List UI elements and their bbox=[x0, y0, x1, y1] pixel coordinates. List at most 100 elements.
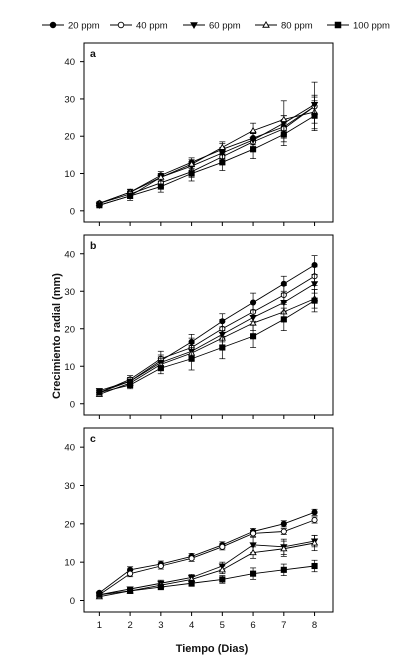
y-tick-label: 30 bbox=[64, 94, 75, 105]
data-point bbox=[249, 126, 257, 134]
panel-c: c 0 10 20 30 40 1 2 3 4 5 6 7 8 bbox=[64, 427, 334, 631]
legend-entry: 20 ppm bbox=[42, 21, 100, 32]
y-tick-label: 0 bbox=[70, 596, 75, 607]
data-point bbox=[157, 183, 164, 190]
data-point bbox=[157, 173, 165, 180]
y-tick-label: 20 bbox=[64, 519, 75, 530]
data-point bbox=[127, 381, 134, 389]
data-point bbox=[219, 344, 226, 351]
data-point bbox=[127, 192, 134, 199]
data-point bbox=[280, 115, 288, 122]
legend-entry: 80 ppm bbox=[255, 21, 313, 32]
series-100-ppm bbox=[96, 289, 318, 396]
y-tick-label: 40 bbox=[64, 443, 75, 454]
data-point bbox=[218, 143, 226, 150]
y-tick-label: 0 bbox=[70, 206, 75, 217]
legend: 20 ppm 40 ppm 60 ppm 80 ppm 100 ppm bbox=[42, 21, 390, 32]
legend-label: 20 ppm bbox=[68, 21, 100, 32]
legend-entry: 60 ppm bbox=[183, 21, 241, 32]
series-line bbox=[99, 106, 315, 204]
data-point bbox=[188, 580, 195, 587]
data-point bbox=[280, 520, 287, 527]
data-point bbox=[280, 131, 287, 138]
legend-marker bbox=[262, 21, 270, 28]
x-tick-label: 8 bbox=[312, 620, 317, 631]
panel-b: b 0 10 20 30 40 bbox=[64, 234, 334, 419]
data-point bbox=[157, 562, 164, 570]
data-point bbox=[311, 112, 318, 119]
data-point bbox=[311, 516, 318, 524]
legend-marker bbox=[334, 21, 342, 29]
data-point bbox=[127, 570, 134, 577]
series-line bbox=[99, 540, 315, 596]
data-point bbox=[157, 584, 164, 591]
data-point bbox=[311, 297, 318, 304]
data-point bbox=[310, 539, 319, 546]
data-point bbox=[310, 281, 319, 288]
data-point bbox=[96, 389, 103, 396]
data-point bbox=[249, 548, 257, 556]
series-100-ppm bbox=[96, 102, 318, 209]
data-point bbox=[249, 542, 257, 549]
legend-marker bbox=[117, 21, 125, 29]
data-point bbox=[96, 202, 103, 209]
series-100-ppm bbox=[96, 559, 318, 598]
series-line bbox=[99, 104, 315, 206]
series-line bbox=[99, 519, 315, 596]
series-40-ppm bbox=[96, 516, 318, 598]
plot-frame bbox=[83, 42, 334, 223]
plot-frame bbox=[83, 234, 334, 416]
series-80-ppm bbox=[95, 100, 319, 206]
series-line bbox=[99, 511, 315, 594]
data-point bbox=[219, 543, 226, 550]
y-tick-label: 40 bbox=[64, 57, 75, 68]
panels: a 0 10 20 30 40 b 0 10 20 30 40 c 0 10 20 30 40 1 2 3 4 5 6 7 8 bbox=[64, 42, 334, 631]
legend-entry: 100 ppm bbox=[327, 21, 390, 32]
y-tick-label: 10 bbox=[64, 169, 75, 180]
y-tick-label: 30 bbox=[64, 481, 75, 492]
legend-label: 60 ppm bbox=[209, 21, 241, 32]
data-point bbox=[250, 570, 257, 577]
panel-a: a 0 10 20 30 40 bbox=[64, 42, 334, 226]
x-axis-label: Tiempo (Dias) bbox=[176, 643, 249, 655]
x-tick-label: 6 bbox=[250, 620, 255, 631]
legend-marker bbox=[190, 22, 198, 29]
series-line bbox=[99, 300, 315, 393]
plot-frame bbox=[83, 427, 334, 613]
series-line bbox=[99, 298, 315, 395]
series-20-ppm bbox=[96, 255, 318, 396]
data-point bbox=[311, 562, 318, 570]
panel-label: c bbox=[90, 433, 96, 445]
legend-label: 80 ppm bbox=[281, 21, 313, 32]
y-tick-label: 10 bbox=[64, 362, 75, 373]
legend-label: 100 ppm bbox=[353, 21, 390, 32]
y-tick-label: 30 bbox=[64, 287, 75, 298]
series-line bbox=[99, 283, 315, 392]
data-point bbox=[250, 530, 257, 537]
data-point bbox=[219, 159, 226, 166]
data-point bbox=[188, 555, 195, 562]
data-point bbox=[96, 591, 103, 598]
data-point bbox=[311, 509, 318, 516]
series-line bbox=[99, 565, 315, 596]
x-tick-label: 1 bbox=[97, 620, 102, 631]
data-point bbox=[127, 587, 134, 594]
legend-marker bbox=[49, 21, 57, 29]
data-point bbox=[280, 528, 287, 535]
data-point bbox=[280, 316, 287, 323]
series-line bbox=[99, 275, 315, 393]
data-point bbox=[280, 566, 287, 573]
y-tick-label: 40 bbox=[64, 249, 75, 260]
y-tick-label: 10 bbox=[64, 558, 75, 569]
data-point bbox=[188, 355, 195, 362]
x-tick-label: 3 bbox=[158, 620, 163, 631]
x-tick-label: 7 bbox=[281, 620, 286, 631]
data-point bbox=[250, 333, 257, 340]
x-tick-label: 2 bbox=[127, 620, 132, 631]
y-axis-label: Crecimiento radial (mm) bbox=[51, 273, 63, 399]
panel-label: a bbox=[90, 48, 96, 60]
data-point bbox=[219, 576, 226, 583]
panel-label: b bbox=[90, 240, 96, 252]
series-line bbox=[99, 111, 315, 204]
